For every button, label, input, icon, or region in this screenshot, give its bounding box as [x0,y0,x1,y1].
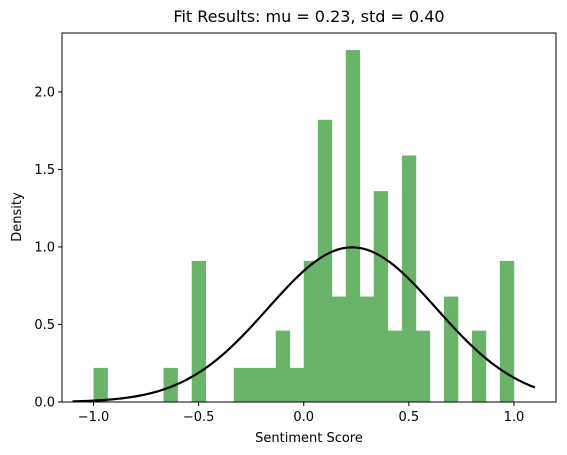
x-axis: −1.0 −0.5 0.0 0.5 1.0 [78,402,525,425]
histogram-bar [93,367,108,402]
histogram-bar [443,296,459,402]
histogram-bar [317,119,333,402]
y-tick-label: 0.5 [34,318,55,333]
histogram-bar [275,330,291,402]
histogram-bar [359,296,375,402]
y-tick-label: 2.0 [34,85,55,100]
histogram-bar [247,367,262,402]
histogram-bar [233,367,249,402]
histogram-bar [373,191,389,402]
x-tick-label: 1.0 [504,410,525,425]
x-tick-label: −0.5 [183,410,215,425]
y-axis-label: Density [10,192,25,242]
histogram-bar [331,296,347,402]
histogram-bar [415,330,431,402]
histogram-bar [191,260,207,402]
histogram-bar [289,367,304,402]
chart-title: Fit Results: mu = 0.23, std = 0.40 [173,7,444,26]
histogram-bar [471,330,487,402]
histogram-bar [499,260,515,402]
x-tick-label: 0.5 [399,410,420,425]
histogram-bar [387,330,403,402]
histogram-bar [345,50,361,403]
histogram-bar [303,260,319,402]
y-axis: 0.0 0.5 1.0 1.5 2.0 [34,85,62,411]
y-tick-label: 1.0 [34,240,55,255]
x-tick-label: 0.0 [293,410,314,425]
x-axis-label: Sentiment Score [255,431,363,446]
fit-curve [72,246,536,403]
histogram-bars [93,50,515,403]
x-tick-label: −1.0 [78,410,110,425]
histogram-bar [163,367,178,402]
plot-frame [61,32,557,403]
histogram-bar [261,367,277,402]
y-tick-label: 1.5 [34,163,55,178]
y-tick-label: 0.0 [34,396,55,411]
